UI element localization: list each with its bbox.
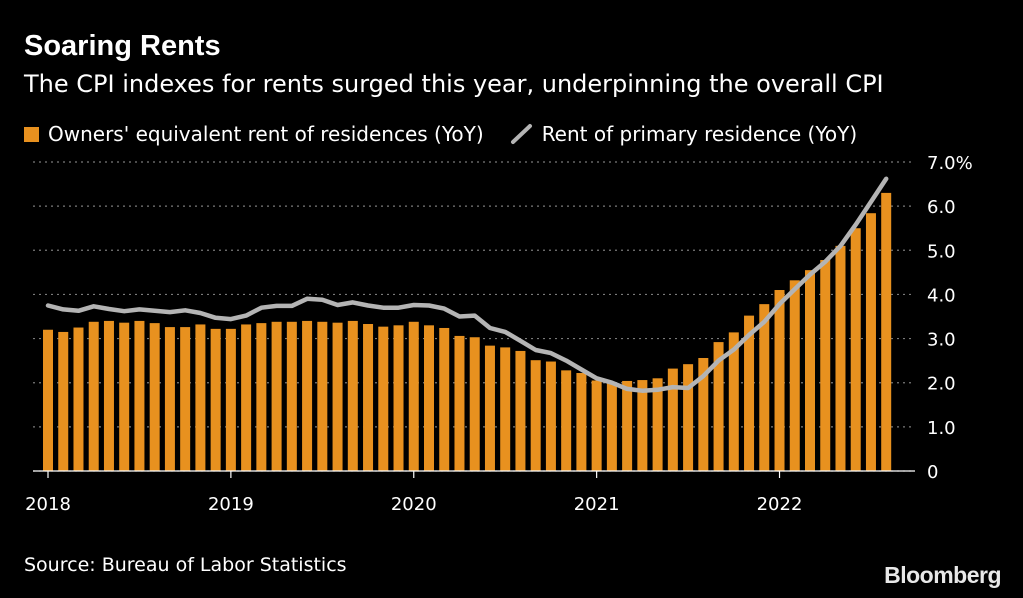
- bar: [469, 337, 480, 471]
- rent-line: [45, 176, 889, 393]
- bar: [454, 335, 465, 471]
- y-tick-label: 3.0: [927, 330, 956, 351]
- bar: [302, 320, 313, 471]
- bar: [805, 270, 815, 471]
- x-tick-label: 2020: [391, 494, 437, 515]
- bar: [195, 324, 206, 471]
- bar: [103, 320, 114, 471]
- bar: [180, 327, 191, 471]
- x-tick-label: 2018: [25, 494, 71, 515]
- bar: [774, 290, 785, 471]
- y-tick-label: 5.0: [927, 241, 956, 262]
- bar: [164, 327, 175, 471]
- bar: [881, 192, 892, 471]
- y-tick-label: 6.0: [927, 197, 956, 218]
- y-tick-label: 1.0: [927, 418, 956, 439]
- legend-line-swatch: [510, 124, 532, 144]
- bar: [515, 350, 526, 471]
- bar: [576, 373, 587, 471]
- bar: [393, 325, 404, 471]
- legend-bar-swatch: [24, 126, 39, 142]
- bar: [759, 304, 770, 471]
- x-tick-label: 2021: [574, 494, 620, 515]
- chart-subtitle: The CPI indexes for rents surged this ye…: [24, 70, 884, 98]
- bar: [241, 324, 252, 471]
- bar: [820, 259, 831, 471]
- bar: [286, 321, 297, 471]
- x-tick-label: 2019: [208, 494, 254, 515]
- legend: Owners' equivalent rent of residences (Y…: [24, 120, 857, 148]
- bar: [561, 370, 572, 471]
- bar: [865, 213, 876, 471]
- bar: [545, 361, 556, 471]
- bloomberg-logo: Bloomberg: [884, 562, 1001, 588]
- bar: [439, 327, 450, 471]
- x-tick-label: 2022: [757, 494, 803, 515]
- y-tick-label: 7.0%: [927, 153, 973, 174]
- bar: [850, 228, 861, 471]
- y-tick-label: 0: [927, 462, 938, 483]
- bar: [73, 327, 84, 471]
- bar: [271, 321, 282, 471]
- bar: [728, 332, 739, 471]
- bar: [637, 380, 648, 471]
- bar: [744, 315, 755, 471]
- bar: [347, 320, 358, 471]
- bar: [424, 325, 434, 471]
- bar: [667, 368, 678, 471]
- bar: [378, 326, 389, 471]
- bar: [789, 280, 800, 471]
- source-note: Source: Bureau of Labor Statistics: [24, 554, 347, 576]
- bar: [713, 342, 724, 471]
- bar: [835, 245, 846, 471]
- chart-title: Soaring Rents: [24, 30, 221, 62]
- bar: [134, 320, 145, 471]
- bar: [256, 323, 267, 471]
- bar: [484, 345, 495, 471]
- bar: [149, 323, 160, 471]
- bar: [698, 357, 709, 471]
- bar: [88, 321, 99, 471]
- bar: [591, 380, 602, 471]
- bar: [683, 364, 694, 471]
- bar: [58, 331, 69, 471]
- bar: [622, 380, 633, 471]
- legend-bar-label: Owners' equivalent rent of residences (Y…: [48, 122, 484, 146]
- legend-line-label: Rent of primary residence (YoY): [541, 122, 858, 146]
- bar: [530, 360, 541, 471]
- bar: [652, 378, 663, 471]
- bar: [317, 321, 328, 471]
- bar: [408, 321, 419, 471]
- bar: [332, 322, 343, 471]
- bar: [210, 328, 221, 471]
- bar: [606, 382, 617, 471]
- bar: [500, 347, 511, 471]
- bar: [225, 328, 236, 471]
- y-tick-label: 2.0: [927, 374, 956, 395]
- bar: [43, 329, 53, 471]
- bar: [363, 324, 374, 471]
- y-tick-label: 4.0: [927, 285, 956, 306]
- bar: [119, 322, 130, 471]
